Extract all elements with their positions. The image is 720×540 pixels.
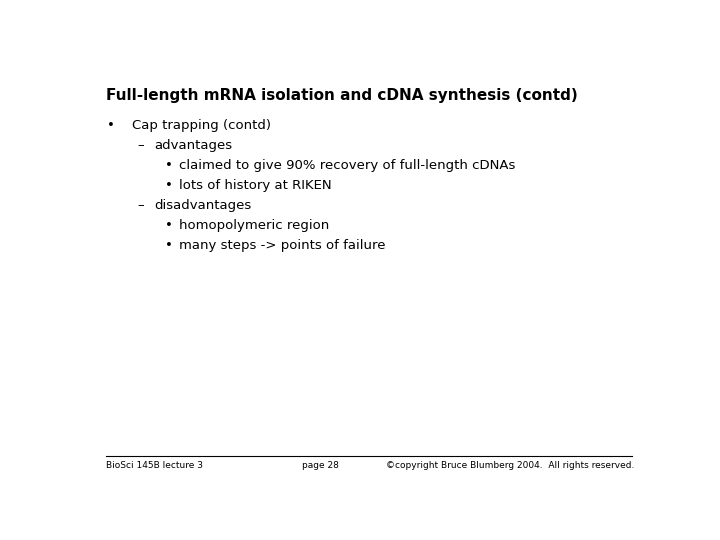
Text: BioSci 145B lecture 3: BioSci 145B lecture 3 — [106, 461, 202, 470]
Text: lots of history at RIKEN: lots of history at RIKEN — [179, 179, 332, 192]
Text: page 28: page 28 — [302, 461, 339, 470]
Text: •: • — [166, 219, 174, 232]
Text: Full-length mRNA isolation and cDNA synthesis (contd): Full-length mRNA isolation and cDNA synt… — [106, 87, 577, 103]
Text: –: – — [138, 139, 144, 152]
Text: ©copyright Bruce Blumberg 2004.  All rights reserved.: ©copyright Bruce Blumberg 2004. All righ… — [386, 461, 634, 470]
Text: •: • — [166, 239, 174, 252]
Text: –: – — [138, 199, 144, 212]
Text: •: • — [107, 119, 114, 132]
Text: advantages: advantages — [154, 139, 233, 152]
Text: homopolymeric region: homopolymeric region — [179, 219, 330, 232]
Text: Cap trapping (contd): Cap trapping (contd) — [132, 119, 271, 132]
Text: •: • — [166, 159, 174, 172]
Text: disadvantages: disadvantages — [154, 199, 251, 212]
Text: claimed to give 90% recovery of full-length cDNAs: claimed to give 90% recovery of full-len… — [179, 159, 516, 172]
Text: many steps -> points of failure: many steps -> points of failure — [179, 239, 386, 252]
Text: •: • — [166, 179, 174, 192]
